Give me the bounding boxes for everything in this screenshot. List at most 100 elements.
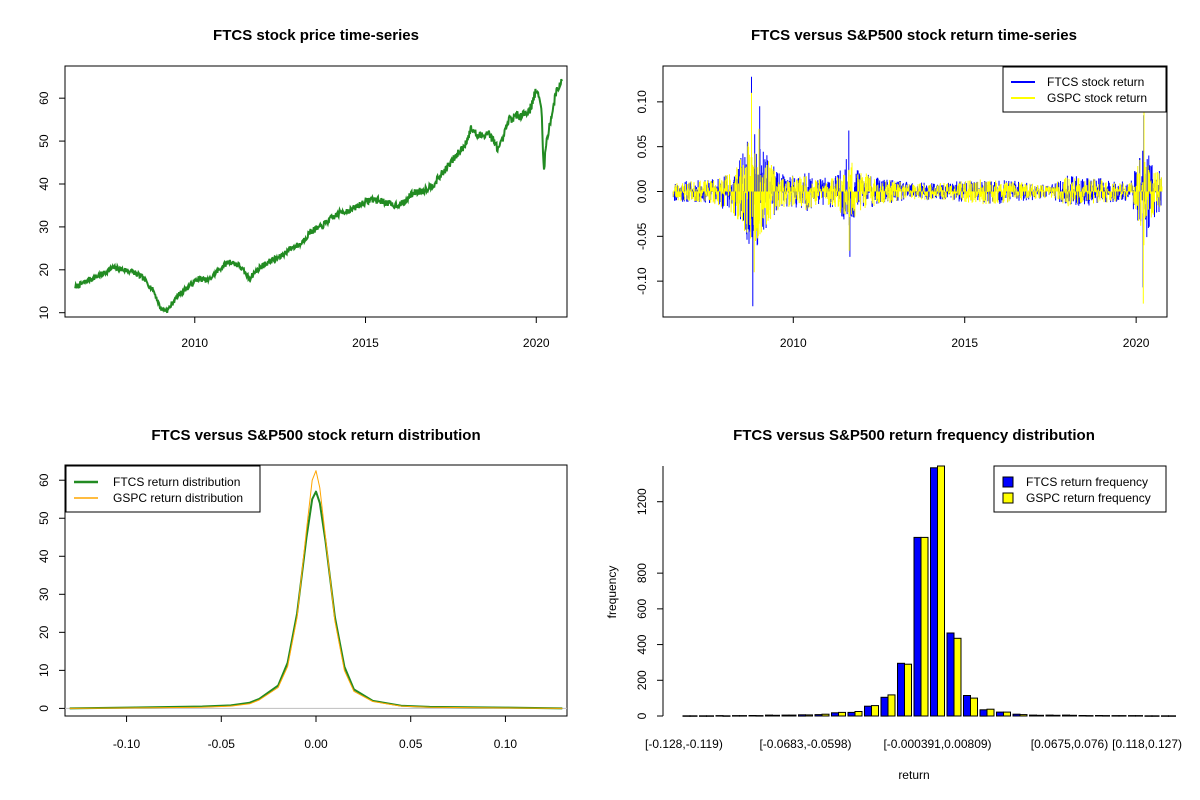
return-legend-box [1002, 66, 1167, 113]
ftcs-frequency-bar [1045, 714, 1054, 717]
density-y-tick-label: 30 [37, 587, 51, 601]
ftcs-frequency-bar [831, 712, 839, 717]
density-title: FTCS versus S&P500 stock return distribu… [151, 427, 480, 444]
ftcs-frequency-bar [1062, 714, 1070, 717]
ftcs-frequency-bar [880, 696, 889, 717]
histogram-legend-label: GSPC return frequency [1026, 491, 1151, 505]
return-legend-label: FTCS stock return [1047, 75, 1144, 89]
histogram-y-tick-label: 0 [635, 712, 649, 719]
ftcs-frequency-bar [682, 715, 691, 717]
price-x-tick-label: 2010 [181, 336, 208, 350]
ftcs-frequency-bar [1144, 715, 1153, 717]
ftcs-frequency-bar [913, 536, 922, 717]
price-x-tick-label: 2015 [352, 336, 379, 350]
gspc-frequency-bar [1135, 715, 1143, 717]
price-chart-panel: FTCS stock price time-series 2010 2015 202… [37, 27, 568, 350]
histogram-legend-swatch [1002, 476, 1014, 488]
ftcs-frequency-bar [1095, 715, 1103, 717]
ftcs-frequency-bar [1128, 715, 1136, 717]
gspc-frequency-bar [1168, 715, 1176, 717]
price-chart-plot-box [64, 65, 568, 318]
ftcs-frequency-bar [963, 695, 971, 717]
gspc-frequency-bar [1102, 715, 1110, 717]
histogram-y-tick-label: 600 [635, 599, 649, 619]
density-y-tick-label: 10 [37, 663, 51, 677]
histogram-x-tick-label: [-0.128,-0.119) [645, 737, 723, 751]
gspc-frequency-bar [805, 714, 813, 717]
gspc-frequency-bar [772, 714, 780, 717]
density-y-tick-label: 40 [37, 549, 51, 563]
histogram-legend-label: FTCS return frequency [1026, 475, 1148, 489]
density-y-tick-label: 0 [37, 705, 51, 712]
histogram-y-tick-label: 800 [635, 563, 649, 583]
ftcs-frequency-bar [847, 711, 856, 717]
ftcs-frequency-bar [1161, 715, 1169, 717]
return-y-tick-label: 0.00 [635, 179, 649, 203]
density-legend-box [65, 465, 261, 513]
gspc-return-series [672, 92, 1163, 304]
ftcs-frequency-bar [979, 709, 988, 717]
gspc-frequency-bar [689, 715, 698, 717]
gspc-frequency-bar [821, 713, 830, 717]
histogram-x-tick-label: [-0.0683,-0.0598) [759, 737, 851, 751]
gspc-frequency-bar [854, 711, 863, 717]
return-y-tick-label: 0.05 [635, 135, 649, 159]
histogram-x-tick-label: [0.0675,0.076) [1031, 737, 1108, 751]
density-x-tick-label: 0.00 [304, 737, 328, 751]
ftcs-price-line [74, 78, 563, 314]
density-x-tick-label: -0.05 [208, 737, 236, 751]
histogram-x-axis-label: return [898, 768, 929, 782]
ftcs-frequency-bar [996, 711, 1004, 717]
density-legend-label: FTCS return distribution [113, 475, 240, 489]
gspc-frequency-bar [871, 705, 879, 717]
price-y-tick-label: 60 [37, 91, 51, 105]
ftcs-frequency-bar [1012, 713, 1021, 717]
gspc-frequency-bar [755, 715, 764, 717]
gspc-frequency-bar [887, 694, 896, 717]
return-series-panel: FTCS versus S&P500 stock return time-ser… [635, 27, 1168, 350]
return-x-tick-label: 2010 [780, 336, 807, 350]
gspc-frequency-bar [739, 715, 747, 717]
histogram-legend-swatch [1002, 492, 1014, 504]
histogram-y-tick-label: 400 [635, 634, 649, 654]
gspc-frequency-bar [920, 536, 929, 717]
gspc-frequency-bar [788, 714, 797, 717]
gspc-frequency-bar [1019, 714, 1028, 717]
histogram-y-tick-label: 1200 [635, 488, 649, 515]
density-x-tick-label: 0.10 [494, 737, 518, 751]
histogram-title: FTCS versus S&P500 return frequency dist… [733, 427, 1095, 444]
gspc-frequency-bar [937, 465, 945, 717]
ftcs-frequency-bar [1029, 714, 1037, 717]
return-y-tick-label: -0.10 [635, 267, 649, 295]
return-series-title: FTCS versus S&P500 stock return time-ser… [751, 27, 1077, 44]
return-x-tick-label: 2015 [951, 336, 978, 350]
gspc-frequency-bar [904, 663, 912, 717]
price-chart-title: FTCS stock price time-series [213, 27, 419, 44]
histogram-panel: FTCS versus S&P500 return frequency dist… [605, 427, 1182, 782]
return-legend-label: GSPC stock return [1047, 91, 1147, 105]
ftcs-frequency-bar [946, 632, 955, 717]
price-x-tick-label: 2020 [523, 336, 550, 350]
gspc-frequency-bar [1085, 715, 1094, 717]
density-y-tick-label: 60 [37, 473, 51, 487]
density-panel: FTCS versus S&P500 stock return distribu… [37, 427, 568, 751]
histogram-legend-box [993, 465, 1167, 513]
gspc-density-line [69, 470, 563, 709]
density-legend-label: GSPC return distribution [113, 491, 243, 505]
ftcs-frequency-bar [781, 714, 790, 717]
ftcs-frequency-bar [699, 715, 707, 717]
price-y-tick-label: 10 [37, 306, 51, 320]
histogram-y-axis-label: frequency [605, 566, 619, 619]
ftcs-frequency-bar [748, 715, 757, 717]
gspc-frequency-bar [1052, 714, 1061, 717]
ftcs-frequency-bar [814, 714, 823, 717]
gspc-frequency-bar [1003, 711, 1011, 717]
histogram-x-tick-label: [0.118,0.127) [1112, 737, 1182, 751]
ftcs-frequency-bar [930, 467, 938, 717]
gspc-frequency-bar [1151, 715, 1160, 717]
histogram-y-tick-label: 200 [635, 670, 649, 690]
gspc-frequency-bar [1036, 714, 1044, 717]
gspc-frequency-bar [1069, 714, 1077, 717]
density-x-tick-label: 0.05 [399, 737, 423, 751]
